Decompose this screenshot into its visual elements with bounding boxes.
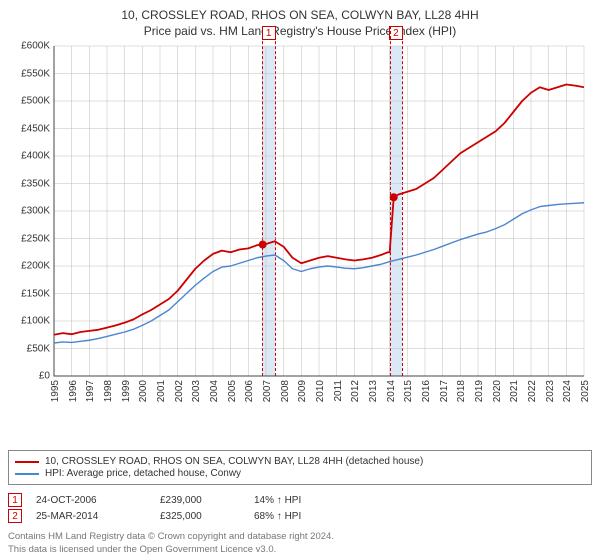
legend-swatch-property xyxy=(15,461,39,463)
transaction-marker-icon: 2 xyxy=(8,509,22,523)
transaction-price: £239,000 xyxy=(160,495,240,506)
x-axis-tick-label: 2009 xyxy=(297,380,308,402)
transaction-price: £325,000 xyxy=(160,511,240,522)
x-axis-tick-label: 2023 xyxy=(545,380,556,402)
x-axis-tick-label: 1999 xyxy=(121,380,132,402)
chart-area: 12£0£50K£100K£150K£200K£250K£300K£350K£4… xyxy=(8,42,592,444)
transaction-delta: 68% ↑ HPI xyxy=(254,511,301,522)
y-axis-tick-label: £150K xyxy=(21,288,50,299)
x-axis-tick-label: 2003 xyxy=(191,380,202,402)
x-axis-tick-label: 2011 xyxy=(333,380,344,402)
chart-title-2: Price paid vs. HM Land Registry's House … xyxy=(8,24,592,38)
sale-marker-dot xyxy=(259,241,267,249)
x-axis-tick-label: 2004 xyxy=(209,380,220,402)
footer-attribution: Contains HM Land Registry data © Crown c… xyxy=(8,531,592,556)
chart-svg xyxy=(54,46,584,376)
x-axis-tick-label: 2005 xyxy=(227,380,238,402)
y-axis-tick-label: £50K xyxy=(27,343,50,354)
x-axis-tick-label: 1995 xyxy=(50,380,61,402)
x-axis-tick-label: 2001 xyxy=(156,380,167,402)
sale-marker-dot xyxy=(390,193,398,201)
y-axis-tick-label: £450K xyxy=(21,123,50,134)
x-axis-tick-label: 2014 xyxy=(386,380,397,402)
x-axis-tick-label: 1997 xyxy=(85,380,96,402)
x-axis-tick-label: 2017 xyxy=(439,380,450,402)
x-axis-tick-label: 2015 xyxy=(403,380,414,402)
x-axis-tick-label: 2000 xyxy=(138,380,149,402)
transaction-date: 25-MAR-2014 xyxy=(36,511,146,522)
x-axis-tick-label: 2018 xyxy=(456,380,467,402)
legend-label-property: 10, CROSSLEY ROAD, RHOS ON SEA, COLWYN B… xyxy=(45,456,423,467)
x-axis-tick-label: 2008 xyxy=(280,380,291,402)
y-axis-tick-label: £400K xyxy=(21,151,50,162)
legend-row: HPI: Average price, detached house, Conw… xyxy=(15,468,585,479)
y-axis-tick-label: £500K xyxy=(21,96,50,107)
y-axis-tick-label: £350K xyxy=(21,178,50,189)
x-axis-tick-label: 2024 xyxy=(562,380,573,402)
x-axis-tick-label: 2021 xyxy=(509,380,520,402)
x-axis-tick-label: 2006 xyxy=(244,380,255,402)
y-axis-tick-label: £0 xyxy=(39,371,50,382)
x-axis-tick-label: 2007 xyxy=(262,380,273,402)
transaction-marker-icon: 1 xyxy=(8,493,22,507)
x-axis-tick-label: 2013 xyxy=(368,380,379,402)
footer-line-2: This data is licensed under the Open Gov… xyxy=(8,544,592,556)
transaction-row: 1 24-OCT-2006 £239,000 14% ↑ HPI xyxy=(8,493,592,507)
y-axis-tick-label: £550K xyxy=(21,68,50,79)
chart-container: 10, CROSSLEY ROAD, RHOS ON SEA, COLWYN B… xyxy=(0,0,600,560)
band-marker-icon: 1 xyxy=(262,26,276,40)
y-axis-tick-label: £300K xyxy=(21,206,50,217)
transactions-table: 1 24-OCT-2006 £239,000 14% ↑ HPI 2 25-MA… xyxy=(8,491,592,525)
x-axis-tick-label: 2012 xyxy=(350,380,361,402)
legend-box: 10, CROSSLEY ROAD, RHOS ON SEA, COLWYN B… xyxy=(8,450,592,485)
transaction-row: 2 25-MAR-2014 £325,000 68% ↑ HPI xyxy=(8,509,592,523)
x-axis-tick-label: 1996 xyxy=(68,380,79,402)
x-axis-tick-label: 1998 xyxy=(103,380,114,402)
footer-line-1: Contains HM Land Registry data © Crown c… xyxy=(8,531,592,543)
x-axis-tick-label: 2010 xyxy=(315,380,326,402)
legend-label-hpi: HPI: Average price, detached house, Conw… xyxy=(45,468,241,479)
x-axis-tick-label: 2022 xyxy=(527,380,538,402)
x-axis-tick-label: 2025 xyxy=(580,380,591,402)
transaction-date: 24-OCT-2006 xyxy=(36,495,146,506)
y-axis-tick-label: £200K xyxy=(21,261,50,272)
band-marker-icon: 2 xyxy=(389,26,403,40)
chart-title-1: 10, CROSSLEY ROAD, RHOS ON SEA, COLWYN B… xyxy=(8,8,592,22)
plot-region: 12£0£50K£100K£150K£200K£250K£300K£350K£4… xyxy=(54,46,584,376)
transaction-delta: 14% ↑ HPI xyxy=(254,495,301,506)
legend-row: 10, CROSSLEY ROAD, RHOS ON SEA, COLWYN B… xyxy=(15,456,585,467)
legend-swatch-hpi xyxy=(15,473,39,475)
chart-titles: 10, CROSSLEY ROAD, RHOS ON SEA, COLWYN B… xyxy=(8,8,592,38)
y-axis-tick-label: £600K xyxy=(21,41,50,52)
x-axis-tick-label: 2019 xyxy=(474,380,485,402)
x-axis-tick-label: 2016 xyxy=(421,380,432,402)
x-axis-tick-label: 2002 xyxy=(174,380,185,402)
x-axis-tick-label: 2020 xyxy=(492,380,503,402)
y-axis-tick-label: £250K xyxy=(21,233,50,244)
y-axis-tick-label: £100K xyxy=(21,316,50,327)
